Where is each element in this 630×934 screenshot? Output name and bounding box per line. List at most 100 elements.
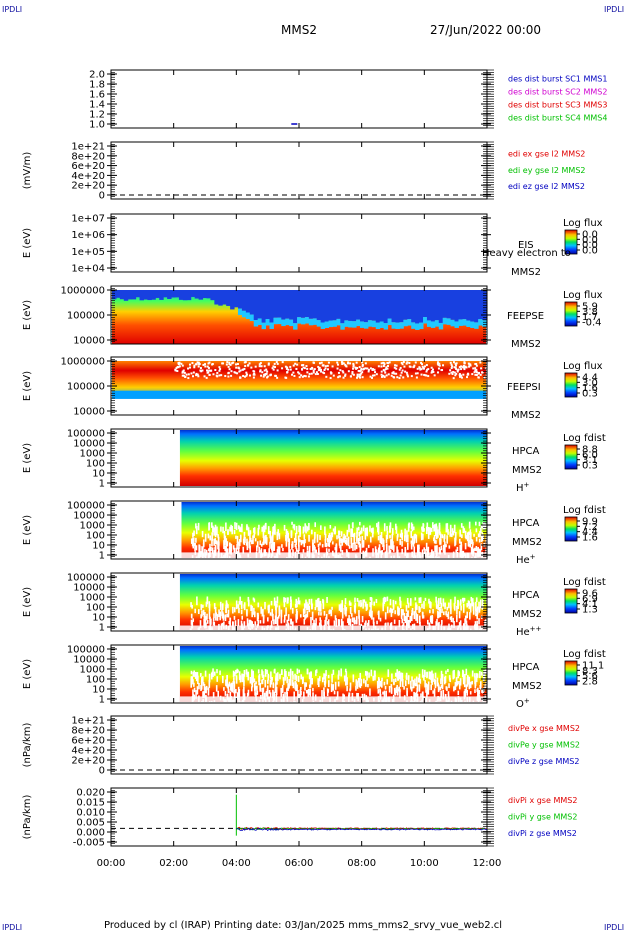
spectrogram-noise — [424, 374, 427, 377]
spectrogram-noise — [238, 607, 240, 614]
spectrogram-noise — [299, 526, 302, 535]
corner-mark-br: IPDLI — [604, 923, 625, 932]
spectrogram-noise — [304, 614, 306, 620]
spectrogram-column — [261, 322, 267, 330]
spectrogram-noise — [427, 681, 430, 691]
spectrogram-noise — [396, 376, 399, 379]
spectrogram-noise — [291, 521, 293, 525]
spectrogram-noise — [297, 690, 299, 699]
y-axis-label: E (eV) — [22, 228, 33, 258]
spectrogram-noise — [297, 675, 300, 682]
spectrogram-noise — [294, 680, 297, 687]
spectrogram-noise — [295, 367, 298, 370]
spectrogram-noise — [183, 371, 186, 374]
spectrogram-noise — [367, 544, 370, 548]
spectrogram-noise — [359, 521, 361, 526]
spectrogram-noise — [447, 668, 449, 673]
spectrogram-noise — [439, 597, 442, 604]
x-tick-label: 10:00 — [410, 858, 439, 869]
spectrogram-noise — [325, 542, 328, 548]
spectrogram-noise — [340, 531, 343, 537]
spectrogram-noise — [436, 371, 439, 374]
spectrogram-noise — [484, 620, 486, 629]
spectrogram-noise — [218, 374, 221, 377]
spectrogram-noise — [226, 541, 229, 547]
spectrogram-column — [348, 290, 353, 321]
spectrogram-noise — [448, 602, 450, 609]
spectrogram-noise — [481, 532, 484, 542]
spectrogram-noise — [372, 374, 375, 377]
spectrogram-noise — [416, 687, 419, 693]
spectrogram-noise — [235, 535, 237, 539]
spectrogram-noise — [272, 365, 275, 368]
spectrogram-noise — [458, 671, 461, 677]
spectrogram-noise — [191, 540, 194, 547]
spectrogram-noise — [312, 700, 315, 707]
spectrogram-noise — [382, 374, 385, 377]
spectrogram-noise — [334, 681, 337, 690]
spectrogram-noise — [348, 524, 350, 533]
spectrogram-noise — [349, 375, 352, 378]
spectrogram-noise — [415, 612, 417, 621]
spectrogram-noise — [382, 598, 385, 607]
spectrogram-noise — [343, 675, 346, 682]
spectrogram-noise — [401, 618, 404, 624]
spectrogram-noise — [290, 599, 292, 608]
spectrogram-noise — [272, 613, 274, 621]
spectrogram-noise — [363, 599, 366, 603]
spectrogram-noise — [425, 364, 428, 367]
spectrogram-noise — [295, 545, 297, 549]
ion-charge: + — [530, 553, 536, 561]
spectrogram-noise — [422, 533, 424, 540]
spectrogram-noise — [396, 685, 398, 693]
spectrogram-noise — [416, 544, 419, 553]
spectrogram-noise — [315, 669, 318, 674]
spectrogram-noise — [445, 544, 447, 548]
spectrogram-noise — [268, 689, 271, 694]
spectrogram — [179, 430, 487, 486]
spectrogram-noise — [206, 365, 209, 368]
spectrogram-noise — [365, 680, 367, 686]
spectrogram-noise — [383, 681, 386, 686]
spectrogram-noise — [469, 691, 472, 695]
y-tick-label: 1.6 — [89, 90, 105, 101]
spectrogram-noise — [298, 600, 301, 605]
spectrogram-noise — [308, 598, 311, 605]
y-tick-label: -0.005 — [73, 838, 105, 849]
spectrogram-noise — [332, 374, 335, 377]
colorbar-tick-label: 6.0 — [582, 450, 598, 461]
colorbar-tick-label: 0.0 — [582, 230, 598, 241]
spectrogram-noise — [282, 547, 284, 552]
spectrogram-noise — [217, 541, 219, 550]
spectrogram-noise — [424, 680, 426, 688]
spectrogram-noise — [197, 609, 200, 615]
spectrogram-noise — [370, 597, 373, 601]
spectrogram-noise — [218, 366, 221, 369]
y-tick-label: 2.0 — [89, 70, 105, 81]
instrument-label: FEEPSI — [507, 382, 541, 393]
spectrogram-noise — [394, 610, 396, 615]
spectrogram-noise — [278, 546, 281, 555]
spectrogram-column — [367, 320, 373, 327]
spectrogram-noise — [194, 542, 196, 550]
spectrogram-column — [119, 290, 125, 300]
spectrogram-noise — [464, 700, 466, 710]
spectrogram-noise — [247, 701, 250, 708]
spectrogram-noise — [266, 370, 269, 373]
spectrogram-noise — [453, 621, 455, 629]
spectrogram-noise — [404, 370, 407, 373]
spectrogram-noise — [263, 628, 266, 636]
spectrogram-column — [324, 290, 330, 322]
spectrogram-column — [482, 320, 487, 327]
spectrogram-noise — [462, 526, 465, 534]
spectrogram-noise — [431, 616, 434, 622]
spectrogram-noise — [447, 529, 449, 535]
spectrogram-noise — [430, 371, 433, 374]
spectrogram-noise — [379, 688, 381, 693]
spectrogram-noise — [260, 365, 263, 368]
spectrogram-noise — [197, 522, 200, 531]
spectrogram-noise — [220, 526, 222, 532]
spectrogram-noise — [434, 545, 436, 553]
colorbar-tick-label: 3.0 — [582, 378, 598, 389]
spectrogram-noise — [408, 362, 411, 365]
